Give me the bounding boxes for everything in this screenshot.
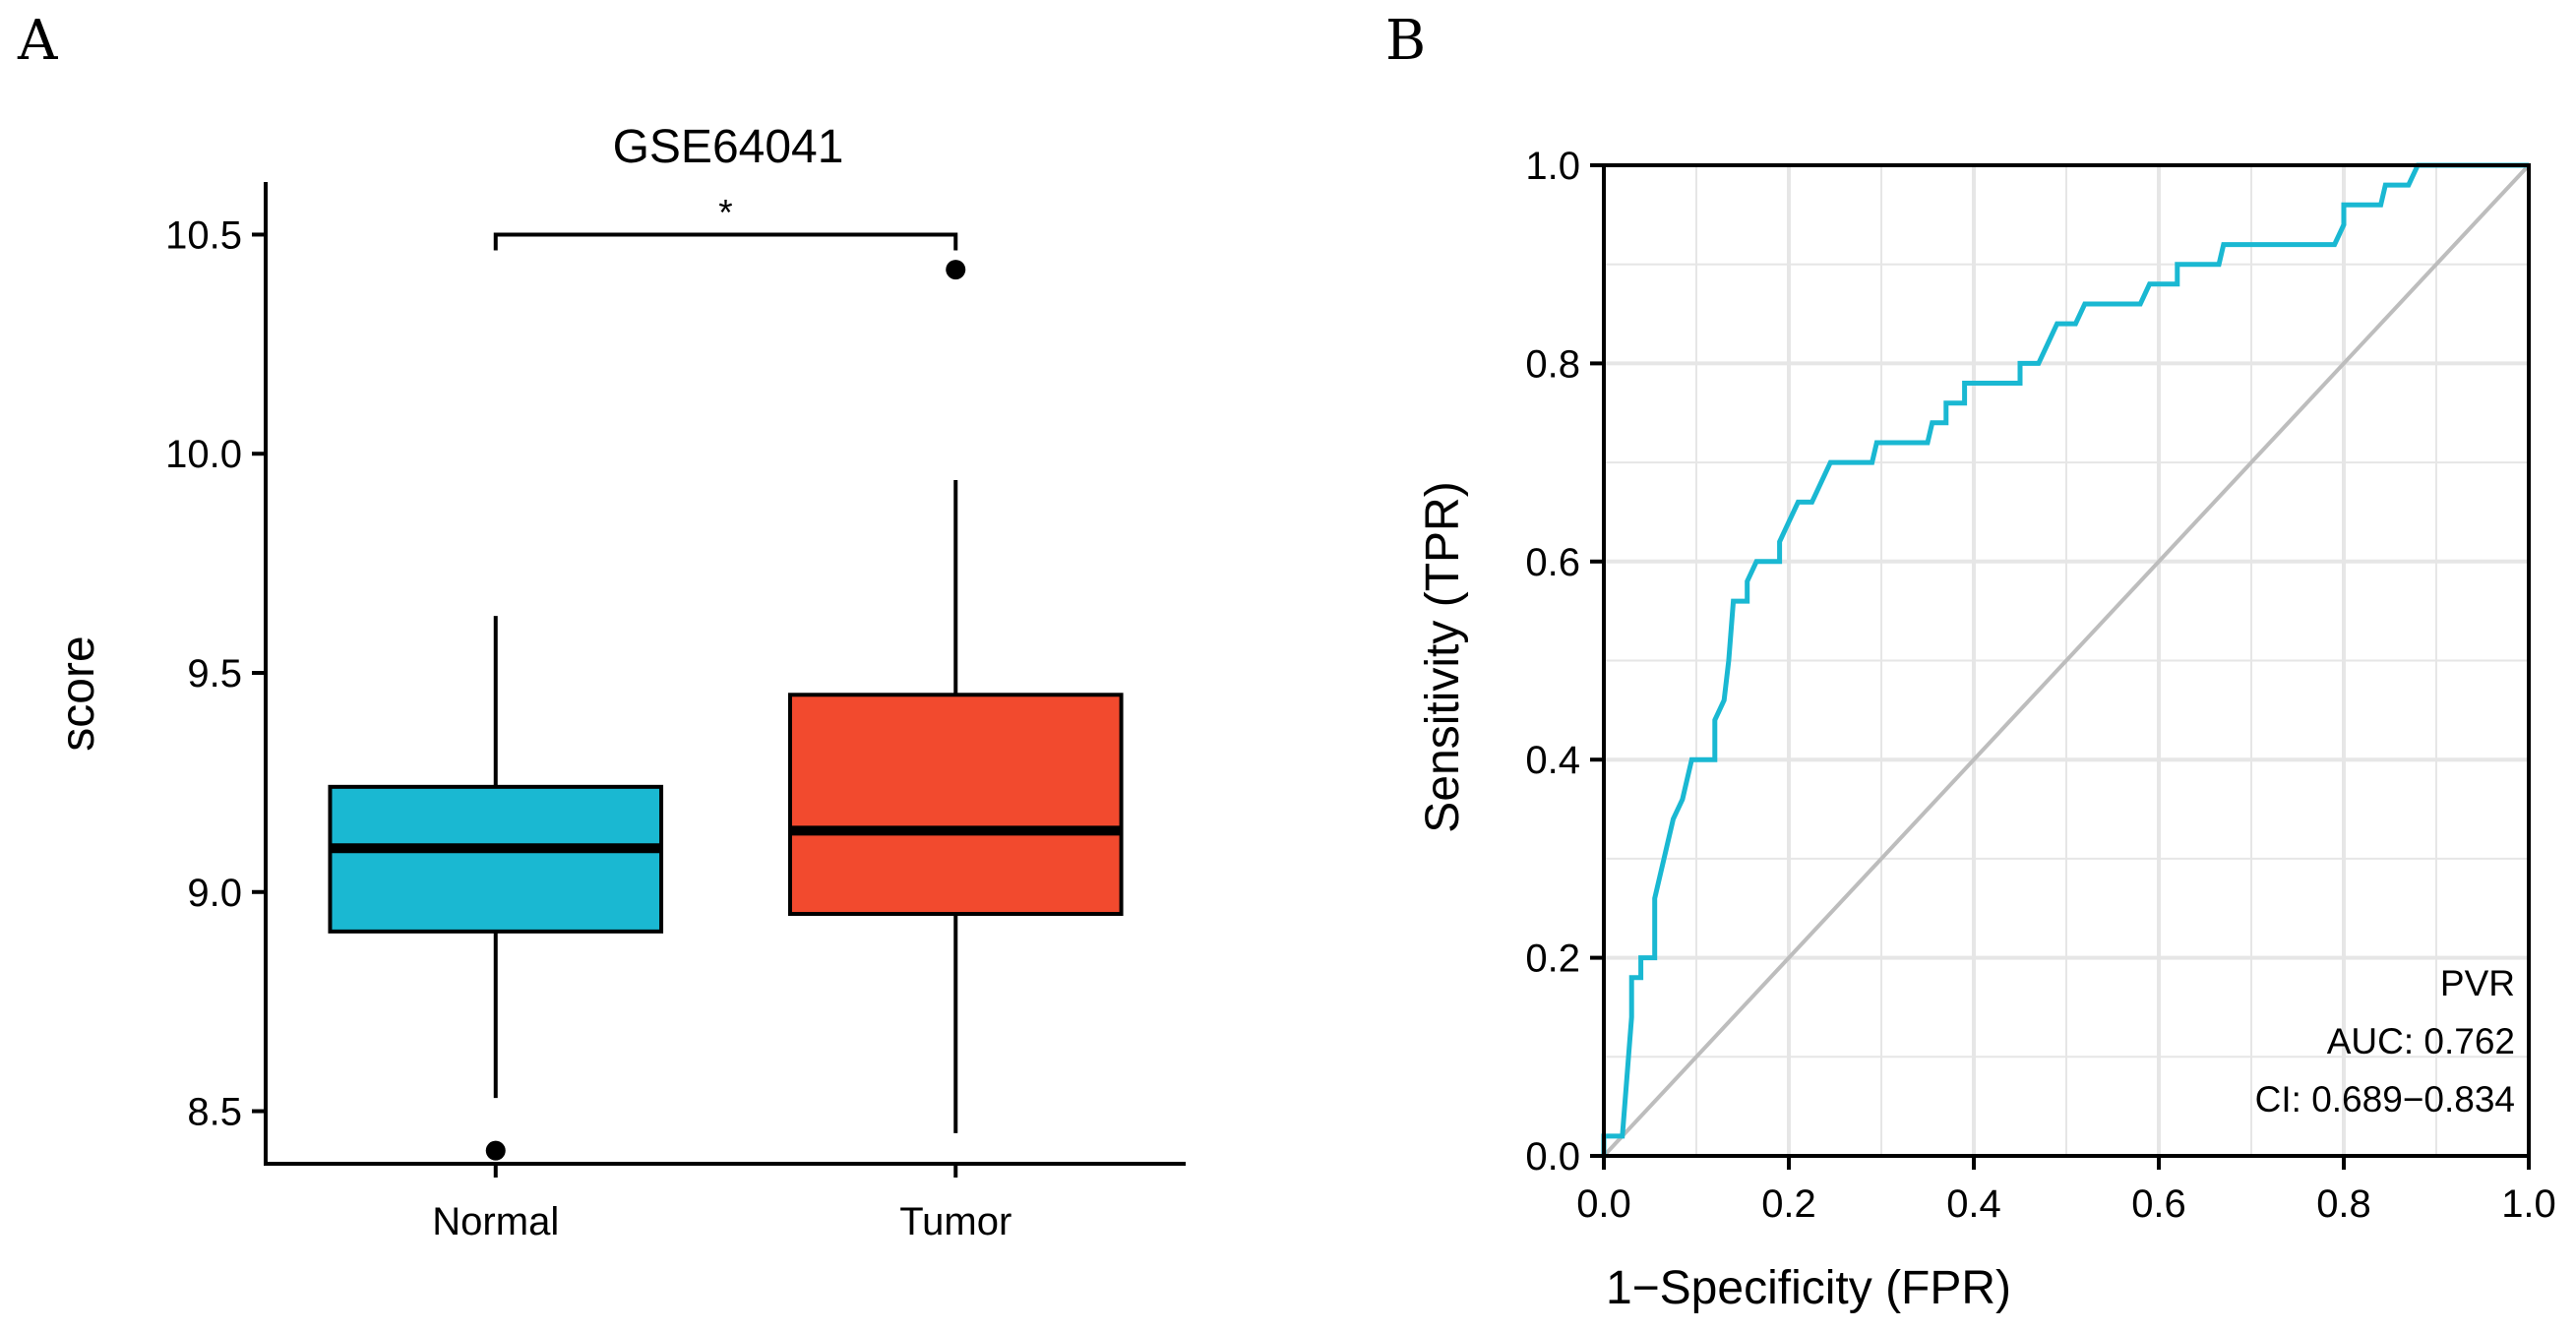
panel-label-b: B xyxy=(1385,9,1426,73)
roc-y-tick-label: 0.8 xyxy=(1525,342,1580,386)
roc-chart: 0.0 0.2 0.4 0.6 0.8 1.0 0.0 0.2 0.4 0.6 0.8 1.0 1−S… xyxy=(1417,145,2556,1314)
roc-reference-diagonal xyxy=(1602,163,2531,1158)
box-outlier-tumor xyxy=(946,260,966,280)
roc-y-tick-label: 0.2 xyxy=(1525,938,1580,981)
roc-y-tick-label: 0.4 xyxy=(1525,739,1580,782)
roc-x-tick-label: 0.8 xyxy=(2316,1182,2371,1226)
roc-y-tick-label: 0.6 xyxy=(1525,541,1580,584)
boxplot-y-axis-label: score xyxy=(52,635,104,751)
roc-x-tick-label: 0.2 xyxy=(1761,1182,1816,1226)
panel-label-a: A xyxy=(17,9,58,73)
roc-x-axis-label: 1−Specificity (FPR) xyxy=(1606,1262,2011,1314)
roc-x-tick-label: 0.0 xyxy=(1576,1182,1631,1226)
boxplot-y-tick-label: 8.5 xyxy=(187,1091,242,1134)
box-outlier-normal xyxy=(485,1140,506,1161)
roc-annotation-name: PVR xyxy=(2440,963,2515,1003)
boxplot-chart: GSE64041 score * 8.5 9.0 9.5 10.0 10.5 Normal… xyxy=(52,121,1186,1243)
roc-annotation-ci: CI: 0.689−0.834 xyxy=(2255,1079,2515,1119)
roc-curve-line xyxy=(1601,162,2529,1156)
significance-star: * xyxy=(718,192,732,232)
roc-x-tick-label: 0.4 xyxy=(1946,1182,2001,1226)
box-normal xyxy=(328,784,664,934)
roc-y-axis-label: Sensitivity (TPR) xyxy=(1417,481,1469,832)
roc-x-tick-label: 0.6 xyxy=(2131,1182,2186,1226)
roc-y-tick-label: 1.0 xyxy=(1525,145,1580,188)
boxplot-title: GSE64041 xyxy=(613,121,844,173)
boxplot-y-tick-label: 10.0 xyxy=(165,433,242,476)
boxplot-y-tick-label: 10.5 xyxy=(165,213,242,257)
boxplot-x-tick-label: Normal xyxy=(432,1200,559,1243)
significance-bracket xyxy=(493,232,958,251)
roc-y-tick-label: 0.0 xyxy=(1525,1135,1580,1179)
roc-plot-border xyxy=(1602,163,2531,1158)
box-tumor xyxy=(787,693,1124,917)
boxplot-y-tick-label: 9.5 xyxy=(187,652,242,696)
boxplot-y-tick-label: 9.0 xyxy=(187,872,242,915)
boxplot-x-tick-label: Tumor xyxy=(899,1200,1012,1243)
roc-x-tick-label: 1.0 xyxy=(2501,1182,2556,1226)
roc-annotation-auc: AUC: 0.762 xyxy=(2327,1021,2515,1061)
